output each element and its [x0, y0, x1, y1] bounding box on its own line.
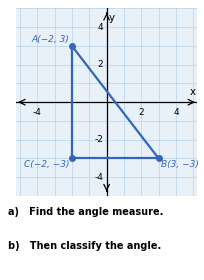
Text: a)   Find the angle measure.: a) Find the angle measure.	[8, 207, 163, 217]
Text: B(3, −3): B(3, −3)	[161, 160, 198, 169]
Text: C(−2, −3): C(−2, −3)	[24, 160, 69, 169]
Text: y: y	[108, 13, 114, 23]
Text: 2: 2	[97, 60, 103, 69]
Text: -4: -4	[94, 173, 103, 182]
Text: A(−2, 3): A(−2, 3)	[31, 35, 69, 44]
Text: 2: 2	[138, 108, 143, 117]
Text: x: x	[189, 87, 195, 97]
Text: 4: 4	[172, 108, 178, 117]
Text: b)   Then classify the angle.: b) Then classify the angle.	[8, 241, 161, 251]
Text: -2: -2	[94, 135, 103, 144]
Text: -4: -4	[33, 108, 41, 117]
Text: 4: 4	[97, 23, 103, 32]
